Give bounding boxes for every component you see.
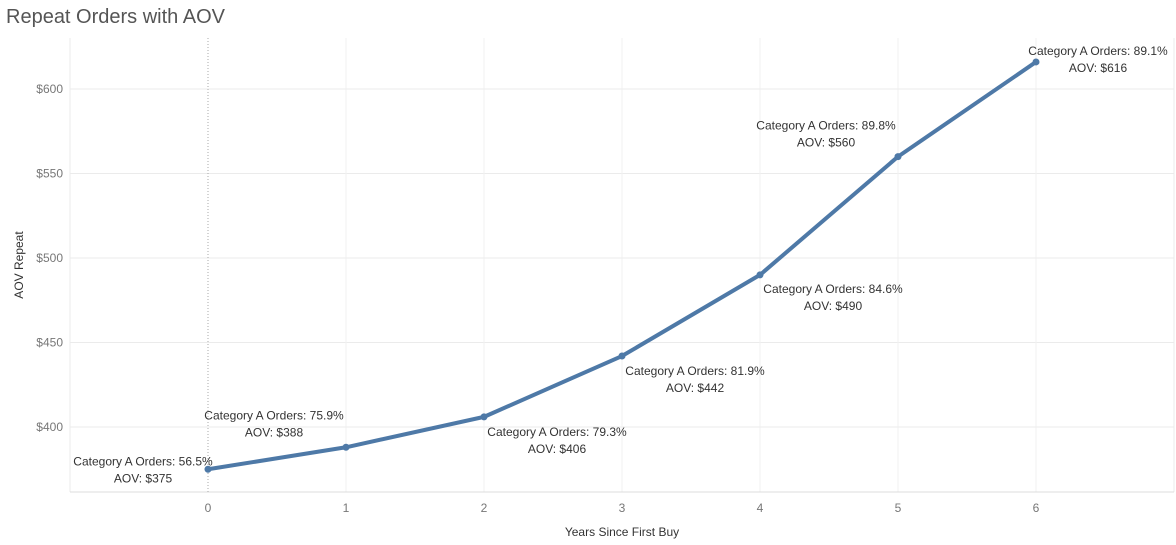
x-tick-label: 1 xyxy=(343,501,350,515)
data-point[interactable] xyxy=(756,271,764,279)
data-label-orders: Category A Orders: 79.3% xyxy=(487,425,627,439)
y-tick-label: $400 xyxy=(36,420,63,434)
x-tick-label: 3 xyxy=(619,501,626,515)
data-point[interactable] xyxy=(480,413,488,421)
data-label-orders: Category A Orders: 56.5% xyxy=(73,454,213,468)
data-label-aov: AOV: $560 xyxy=(797,136,856,150)
y-axis-ticks: $400 $450 $500 $550 $600 xyxy=(36,82,63,434)
data-label-orders: Category A Orders: 81.9% xyxy=(625,364,765,378)
data-label-aov: AOV: $490 xyxy=(804,299,863,313)
data-point[interactable] xyxy=(1032,58,1040,66)
data-label-aov: AOV: $375 xyxy=(114,471,173,485)
data-point[interactable] xyxy=(894,153,902,161)
data-point[interactable] xyxy=(618,352,626,360)
y-tick-label: $500 xyxy=(36,251,63,265)
x-tick-label: 5 xyxy=(895,501,902,515)
chart-title: Repeat Orders with AOV xyxy=(6,6,225,28)
data-label-aov: AOV: $388 xyxy=(245,425,304,439)
data-label-orders: Category A Orders: 89.1% xyxy=(1028,44,1168,58)
data-label-orders: Category A Orders: 75.9% xyxy=(204,408,344,422)
x-tick-label: 2 xyxy=(481,501,488,515)
data-label-aov: AOV: $616 xyxy=(1069,61,1128,75)
y-tick-label: $450 xyxy=(36,336,63,350)
x-axis-ticks: 0 1 2 3 4 5 6 xyxy=(205,501,1040,515)
data-label-orders: Category A Orders: 89.8% xyxy=(756,119,896,133)
x-tick-label: 0 xyxy=(205,501,212,515)
data-points xyxy=(204,58,1040,473)
data-point[interactable] xyxy=(204,465,212,473)
data-label-aov: AOV: $442 xyxy=(666,381,725,395)
y-axis-title: AOV Repeat xyxy=(12,231,26,299)
data-label-orders: Category A Orders: 84.6% xyxy=(763,282,903,296)
data-point[interactable] xyxy=(342,443,350,451)
data-labels: Category A Orders: 56.5% AOV: $375 Categor… xyxy=(73,44,1168,485)
y-tick-label: $550 xyxy=(36,167,63,181)
x-tick-label: 6 xyxy=(1033,501,1040,515)
y-tick-label: $600 xyxy=(36,82,63,96)
data-label-aov: AOV: $406 xyxy=(528,442,587,456)
x-axis-title: Years Since First Buy xyxy=(565,525,679,539)
x-tick-label: 4 xyxy=(757,501,764,515)
grid-layer xyxy=(69,38,1175,492)
